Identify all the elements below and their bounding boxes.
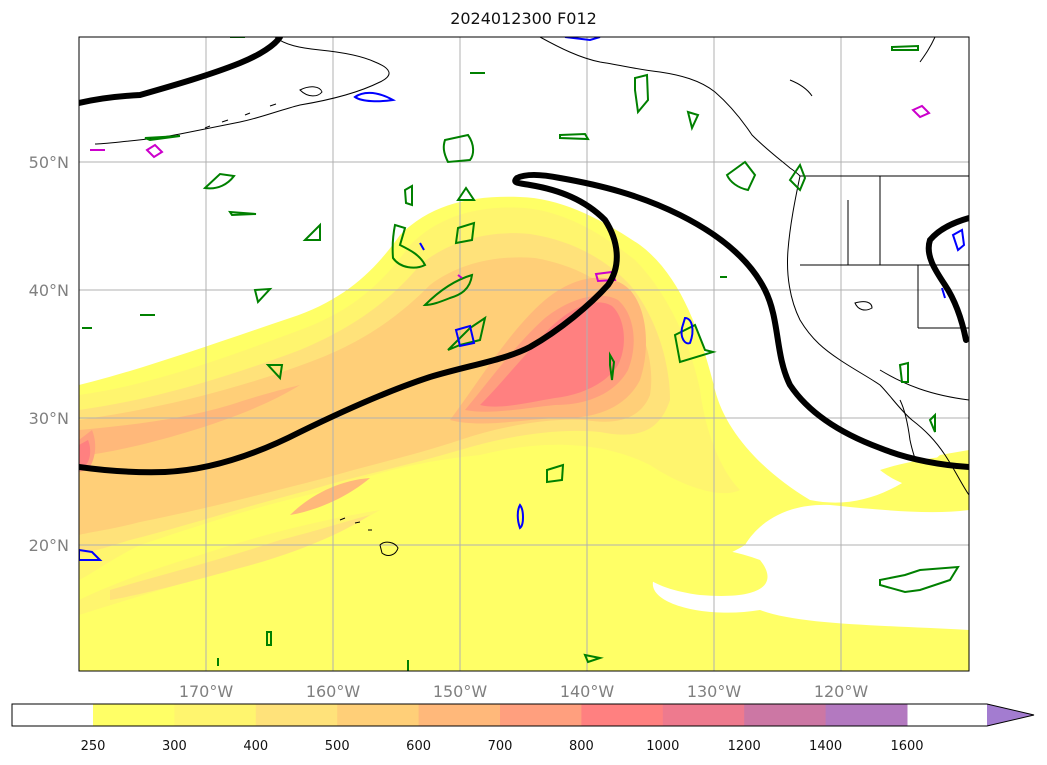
latitude-labels: 50°N 40°N 30°N 20°N <box>29 153 69 555</box>
moisture-transport-field <box>79 196 969 671</box>
colorbar-tick-label: 600 <box>406 739 431 754</box>
graticule <box>79 37 969 671</box>
lon-label-170w: 170°W <box>179 682 234 701</box>
colorbar: 250 300 400 500 600 700 800 1000 1200 1400 1600 <box>11 703 1035 754</box>
colorbar-tick-label: 700 <box>488 739 513 754</box>
colorbar-cell <box>255 704 338 726</box>
blue-contours <box>79 37 966 561</box>
colorbar-cell <box>174 704 257 726</box>
lon-label-160w: 160°W <box>306 682 361 701</box>
coastlines <box>94 37 969 556</box>
magenta-contours <box>90 104 931 283</box>
colorbar-cell <box>581 704 664 726</box>
colorbar-cell <box>500 704 582 726</box>
lon-label-150w: 150°W <box>433 682 488 701</box>
colorbar-tick-label: 250 <box>81 739 106 754</box>
colorbar-tick-label: 1000 <box>646 739 679 754</box>
lat-label-40: 40°N <box>29 281 69 300</box>
colorbar-cells <box>12 704 908 726</box>
colorbar-cell <box>744 704 827 726</box>
colorbar-tick-label: 800 <box>569 739 594 754</box>
colorbar-extend-arrow <box>987 704 1034 726</box>
colorbar-cell <box>12 704 94 726</box>
map-frame <box>78 36 970 672</box>
longitude-labels: 170°W 160°W 150°W 140°W 130°W 120°W <box>179 682 869 701</box>
lat-label-30: 30°N <box>29 409 69 428</box>
colorbar-outline <box>11 703 1035 727</box>
colorbar-cell <box>337 704 420 726</box>
colorbar-tick-label: 1200 <box>728 739 761 754</box>
jet-stream-contours <box>79 37 969 476</box>
colorbar-tick-label: 300 <box>162 739 187 754</box>
colorbar-cell <box>418 704 501 726</box>
colorbar-tick-label: 500 <box>325 739 350 754</box>
colorbar-cell <box>825 704 908 726</box>
lon-label-140w: 140°W <box>560 682 615 701</box>
green-contours <box>82 37 960 671</box>
map-title: 2024012300 F012 <box>450 9 597 28</box>
lon-label-130w: 130°W <box>687 682 742 701</box>
colorbar-cell <box>93 704 175 726</box>
colorbar-tick-label: 1400 <box>809 739 842 754</box>
lon-label-120w: 120°W <box>814 682 869 701</box>
colorbar-tick-label: 1600 <box>890 739 923 754</box>
colorbar-tick-label: 400 <box>243 739 268 754</box>
colorbar-cell <box>662 704 745 726</box>
lat-label-20: 20°N <box>29 536 69 555</box>
lat-label-50: 50°N <box>29 153 69 172</box>
colorbar-labels: 250 300 400 500 600 700 800 1000 1200 1400 1600 <box>81 739 924 754</box>
